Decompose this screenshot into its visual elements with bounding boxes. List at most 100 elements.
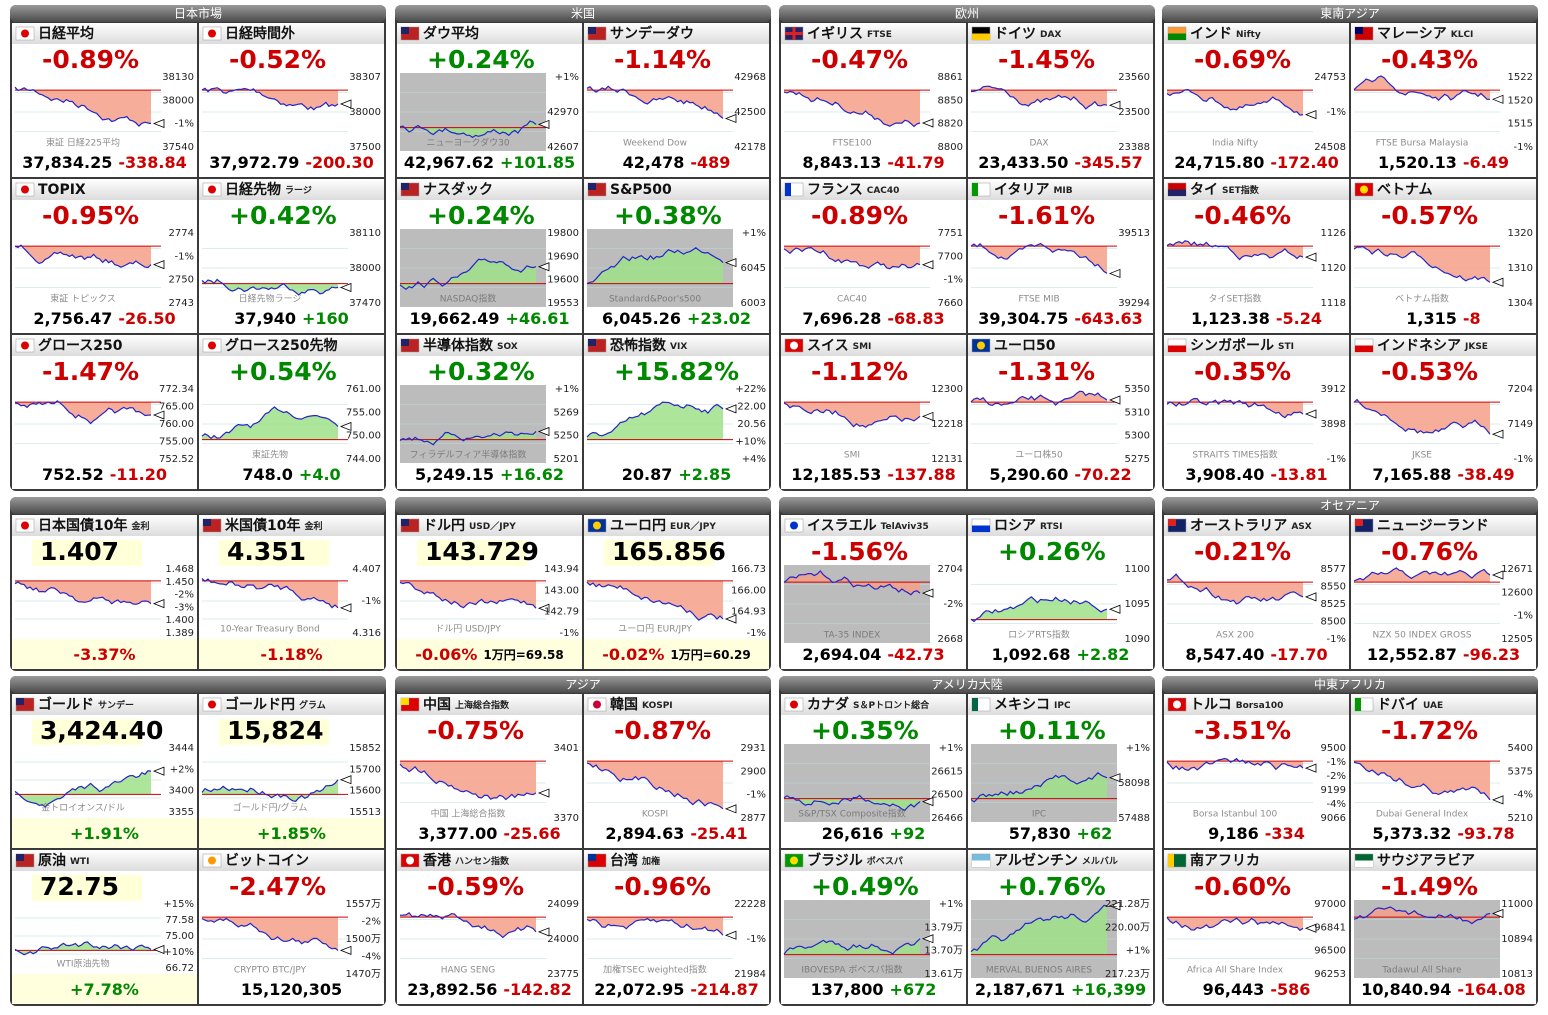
tile-name-text: グロース250先物 bbox=[225, 337, 338, 354]
price: 5,249.15 bbox=[415, 465, 494, 484]
axis-label: 13.70万 bbox=[924, 946, 963, 957]
axis-label: 1522 bbox=[1508, 72, 1533, 83]
flag bbox=[972, 525, 990, 532]
axis-label: 38130 bbox=[162, 72, 194, 83]
axis-label: -1% bbox=[1327, 634, 1346, 645]
tile-name-text: S&P500 bbox=[610, 182, 672, 198]
price: 5,290.60 bbox=[989, 465, 1068, 484]
flag bbox=[208, 856, 216, 865]
axis-label: +10% bbox=[163, 947, 194, 958]
axis-label: 1470万 bbox=[346, 969, 381, 980]
change: -489 bbox=[690, 153, 730, 172]
bottom-line: 20.87 +2.85 bbox=[622, 465, 732, 484]
bottom-band bbox=[199, 818, 384, 848]
price: 748.0 bbox=[242, 465, 293, 484]
bottom-line: -0.06% 1万円=69.58 bbox=[415, 645, 564, 664]
flag bbox=[16, 854, 24, 861]
tile-name-text: ロシア bbox=[994, 518, 1036, 534]
watermark: India Nifty bbox=[1212, 139, 1259, 149]
panel-title: アジア bbox=[565, 678, 601, 692]
tile-name-text: オーストラリア bbox=[1190, 518, 1287, 534]
current-marker bbox=[152, 944, 165, 955]
axis-label: 19690 bbox=[547, 251, 579, 262]
sparkline bbox=[399, 120, 537, 139]
tile-name: ナスダック bbox=[423, 181, 493, 198]
sparkline bbox=[1166, 573, 1304, 605]
top-value: -0.89% bbox=[42, 45, 139, 74]
tile-name-text: 台湾 bbox=[610, 852, 638, 869]
watermark: NASDAQ指数 bbox=[440, 293, 496, 305]
tile-name-text: ブラジル bbox=[807, 852, 863, 869]
tile-name-text: ニュージーランド bbox=[1377, 518, 1489, 534]
top-highlight bbox=[417, 540, 527, 566]
tile-name: インドネシア JKSE bbox=[1377, 338, 1488, 354]
change: -164.08 bbox=[1457, 980, 1525, 999]
axis-label: 7204 bbox=[1508, 384, 1533, 395]
sparkline bbox=[970, 390, 1108, 407]
tile-header bbox=[781, 694, 966, 715]
tile-sub: Nifty bbox=[1236, 30, 1261, 40]
axis-label: 38307 bbox=[349, 72, 381, 83]
tile-header bbox=[968, 694, 1153, 715]
axis-label: 166.00 bbox=[731, 585, 766, 596]
tile-name-text: TOPIX bbox=[38, 182, 86, 198]
tile-sub: UAE bbox=[1423, 701, 1443, 711]
top-value: -0.76% bbox=[1381, 537, 1478, 566]
axis-label: 2750 bbox=[169, 275, 194, 286]
axis-label: 7149 bbox=[1508, 419, 1533, 430]
change: -13.81 bbox=[1270, 465, 1327, 484]
tile-name-text: サンデーダウ bbox=[610, 25, 694, 42]
bottom-line: 7,165.88 -38.49 bbox=[1372, 465, 1514, 484]
current-marker bbox=[152, 118, 165, 129]
tile-sub: サンデー bbox=[98, 699, 134, 711]
price: 26,616 bbox=[822, 824, 884, 843]
axis-label: 26500 bbox=[931, 790, 963, 801]
tile-sub: DAX bbox=[1040, 30, 1061, 40]
axis-label: 5210 bbox=[1508, 813, 1533, 824]
tile-name: 半導体指数 SOX bbox=[423, 337, 518, 354]
axis-label: 3370 bbox=[554, 813, 579, 824]
change: +92 bbox=[890, 824, 926, 843]
top-value: -1.14% bbox=[614, 45, 711, 74]
tile-header bbox=[12, 335, 197, 356]
watermark: WTI原油先物 bbox=[56, 958, 109, 970]
axis-label: 23388 bbox=[1118, 142, 1150, 153]
axis-label: 12300 bbox=[931, 384, 963, 395]
axis-label: 6003 bbox=[741, 298, 766, 309]
axis-label: 4.407 bbox=[352, 564, 381, 575]
flag bbox=[208, 341, 216, 350]
watermark: CAC40 bbox=[837, 295, 867, 305]
axis-label: 221.28万 bbox=[1105, 899, 1150, 910]
bottom-band bbox=[12, 639, 197, 669]
tile-name: グロース250先物 bbox=[225, 337, 338, 354]
flag bbox=[1168, 345, 1186, 352]
bottom-line: -0.02% 1万円=60.29 bbox=[602, 645, 751, 664]
axis-label: 19553 bbox=[547, 298, 579, 309]
price: 42,478 bbox=[623, 153, 685, 172]
tile-sub: KOSPI bbox=[642, 701, 673, 711]
bottom-line: 10,840.94 -164.08 bbox=[1361, 980, 1525, 999]
top-value: -1.72% bbox=[1381, 716, 1478, 745]
top-value: 3,424.40 bbox=[40, 716, 163, 745]
tile-sub: 上海総合指数 bbox=[455, 699, 510, 711]
tile-name-text: ユーロ円 bbox=[610, 518, 666, 534]
axis-label: 5300 bbox=[1125, 431, 1150, 442]
tile-name: アルゼンチン メルバル bbox=[994, 852, 1118, 869]
top-value: -0.75% bbox=[427, 716, 524, 745]
axis-label: 97000 bbox=[1314, 899, 1346, 910]
axis-label: 13.79万 bbox=[924, 922, 963, 933]
tile-header bbox=[199, 335, 384, 356]
sparkline bbox=[783, 246, 921, 270]
panel-title: オセアニア bbox=[1320, 499, 1380, 513]
tile-sub: ラージ bbox=[285, 185, 312, 196]
bottom-line: 8,547.40 -17.70 bbox=[1185, 645, 1327, 664]
price: 8,547.40 bbox=[1185, 645, 1264, 664]
flag bbox=[1360, 185, 1368, 194]
axis-label: 5250 bbox=[554, 431, 579, 442]
tile-sub: MIB bbox=[1053, 186, 1072, 196]
tile-name-text: ダウ平均 bbox=[423, 25, 479, 42]
watermark: ASX 200 bbox=[1216, 631, 1254, 641]
change-area bbox=[784, 90, 920, 127]
axis-label: 755.00 bbox=[346, 407, 381, 418]
sparkline bbox=[14, 770, 152, 808]
